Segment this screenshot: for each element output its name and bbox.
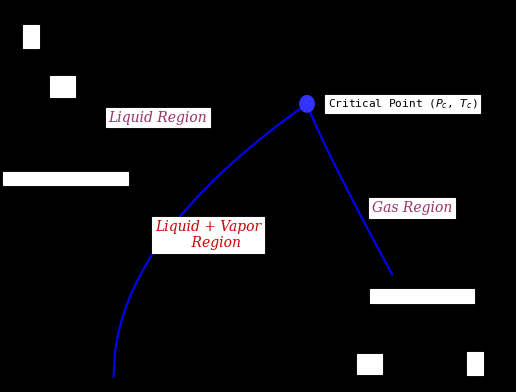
Ellipse shape bbox=[300, 96, 314, 112]
Text: Gas Region: Gas Region bbox=[372, 201, 452, 215]
Text: Critical Point ($P_c$, $T_c$): Critical Point ($P_c$, $T_c$) bbox=[328, 97, 477, 111]
Text: $P_{cc}$: $P_{cc}$ bbox=[52, 78, 73, 94]
Text: Bubble Point Curve: Bubble Point Curve bbox=[5, 173, 126, 183]
Text: Dew Point Curve: Dew Point Curve bbox=[372, 291, 473, 301]
Text: P: P bbox=[26, 27, 37, 45]
Text: T: T bbox=[470, 354, 480, 372]
Text: Liquid Region: Liquid Region bbox=[108, 111, 207, 125]
Text: Liquid + Vapor
    Region: Liquid + Vapor Region bbox=[155, 220, 261, 250]
Text: $T_{cc}$: $T_{cc}$ bbox=[359, 356, 380, 372]
